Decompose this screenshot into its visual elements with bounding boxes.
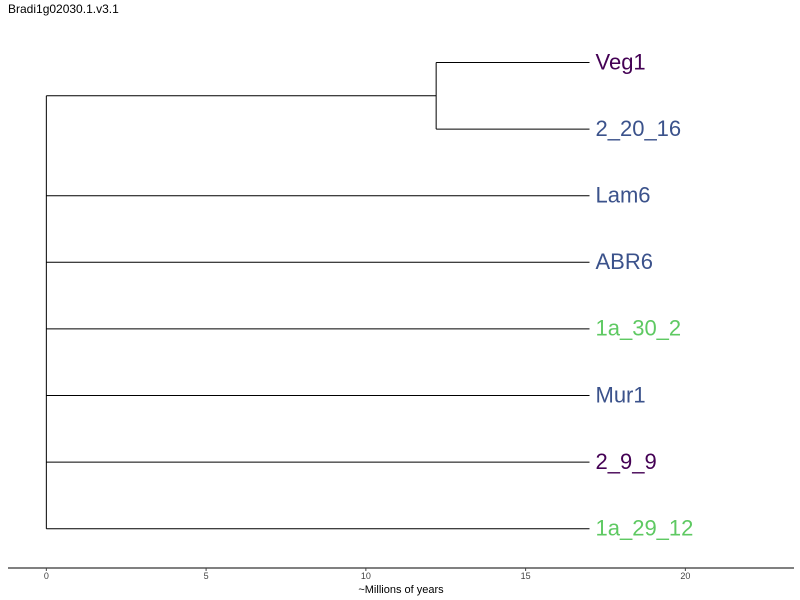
x-tick-label: 0 xyxy=(44,571,49,581)
x-tick-label: 5 xyxy=(204,571,209,581)
tip-label: 1a_30_2 xyxy=(596,316,682,341)
figure-title: Bradi1g02030.1.v3.1 xyxy=(8,2,119,16)
tip-labels: Veg1 2_20_16 Lam6 ABR6 1a_30_2 Mur1 2_9_9 1a_29… xyxy=(596,49,694,540)
tip-label: 1a_29_12 xyxy=(596,516,694,541)
tip-label: Veg1 xyxy=(596,49,646,74)
tip-label: ABR6 xyxy=(596,249,653,274)
x-tick-label: 15 xyxy=(521,571,531,581)
x-axis: 0 5 10 15 20 ~Millions of years xyxy=(8,567,794,596)
x-axis-ticks: 0 5 10 15 20 xyxy=(44,568,690,581)
x-tick-label: 10 xyxy=(361,571,371,581)
x-axis-title: ~Millions of years xyxy=(358,584,444,596)
tip-label: 2_9_9 xyxy=(596,449,657,474)
branches xyxy=(45,62,590,530)
x-tick-label: 20 xyxy=(680,571,690,581)
tip-label: Lam6 xyxy=(596,183,651,208)
tip-label: 2_20_16 xyxy=(596,116,682,141)
tip-label: Mur1 xyxy=(596,382,646,407)
